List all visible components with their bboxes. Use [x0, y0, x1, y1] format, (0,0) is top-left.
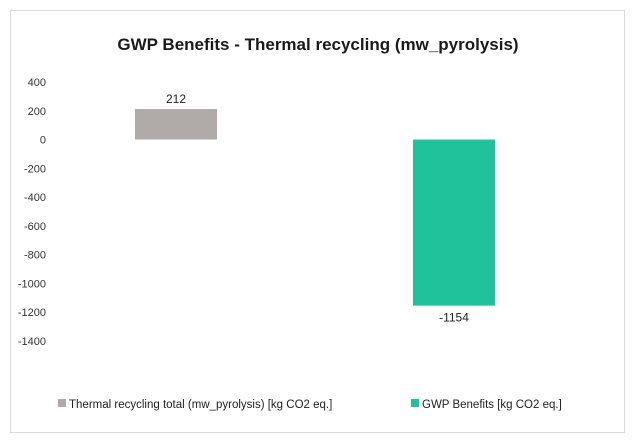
y-tick-label: -1400: [18, 336, 46, 348]
data-label-2: -1154: [439, 311, 469, 325]
data-label-1: 212: [166, 92, 186, 106]
y-tick-label: -1200: [18, 307, 46, 319]
legend-entry-2: GWP Benefits [kg CO2 eq.]: [422, 399, 562, 411]
y-tick-label: -200: [24, 163, 46, 175]
chart-title: GWP Benefits - Thermal recycling (mw_pyr…: [117, 35, 518, 54]
y-tick-label: -400: [24, 192, 46, 204]
bar-2: [413, 139, 495, 306]
y-tick-label: -800: [24, 250, 46, 262]
legend-swatch-2: [411, 399, 419, 407]
y-tick-label: 0: [40, 135, 46, 147]
y-tick-label: -1000: [18, 278, 46, 290]
bar-1: [135, 109, 217, 140]
y-tick-label: -600: [24, 221, 46, 233]
y-tick-label: 200: [28, 106, 46, 118]
legend-swatch-1: [58, 399, 66, 407]
y-tick-label: 400: [28, 77, 46, 89]
legend-entry-1: Thermal recycling total (mw_pyrolysis) […: [69, 399, 332, 411]
chart-frame: [10, 10, 625, 433]
